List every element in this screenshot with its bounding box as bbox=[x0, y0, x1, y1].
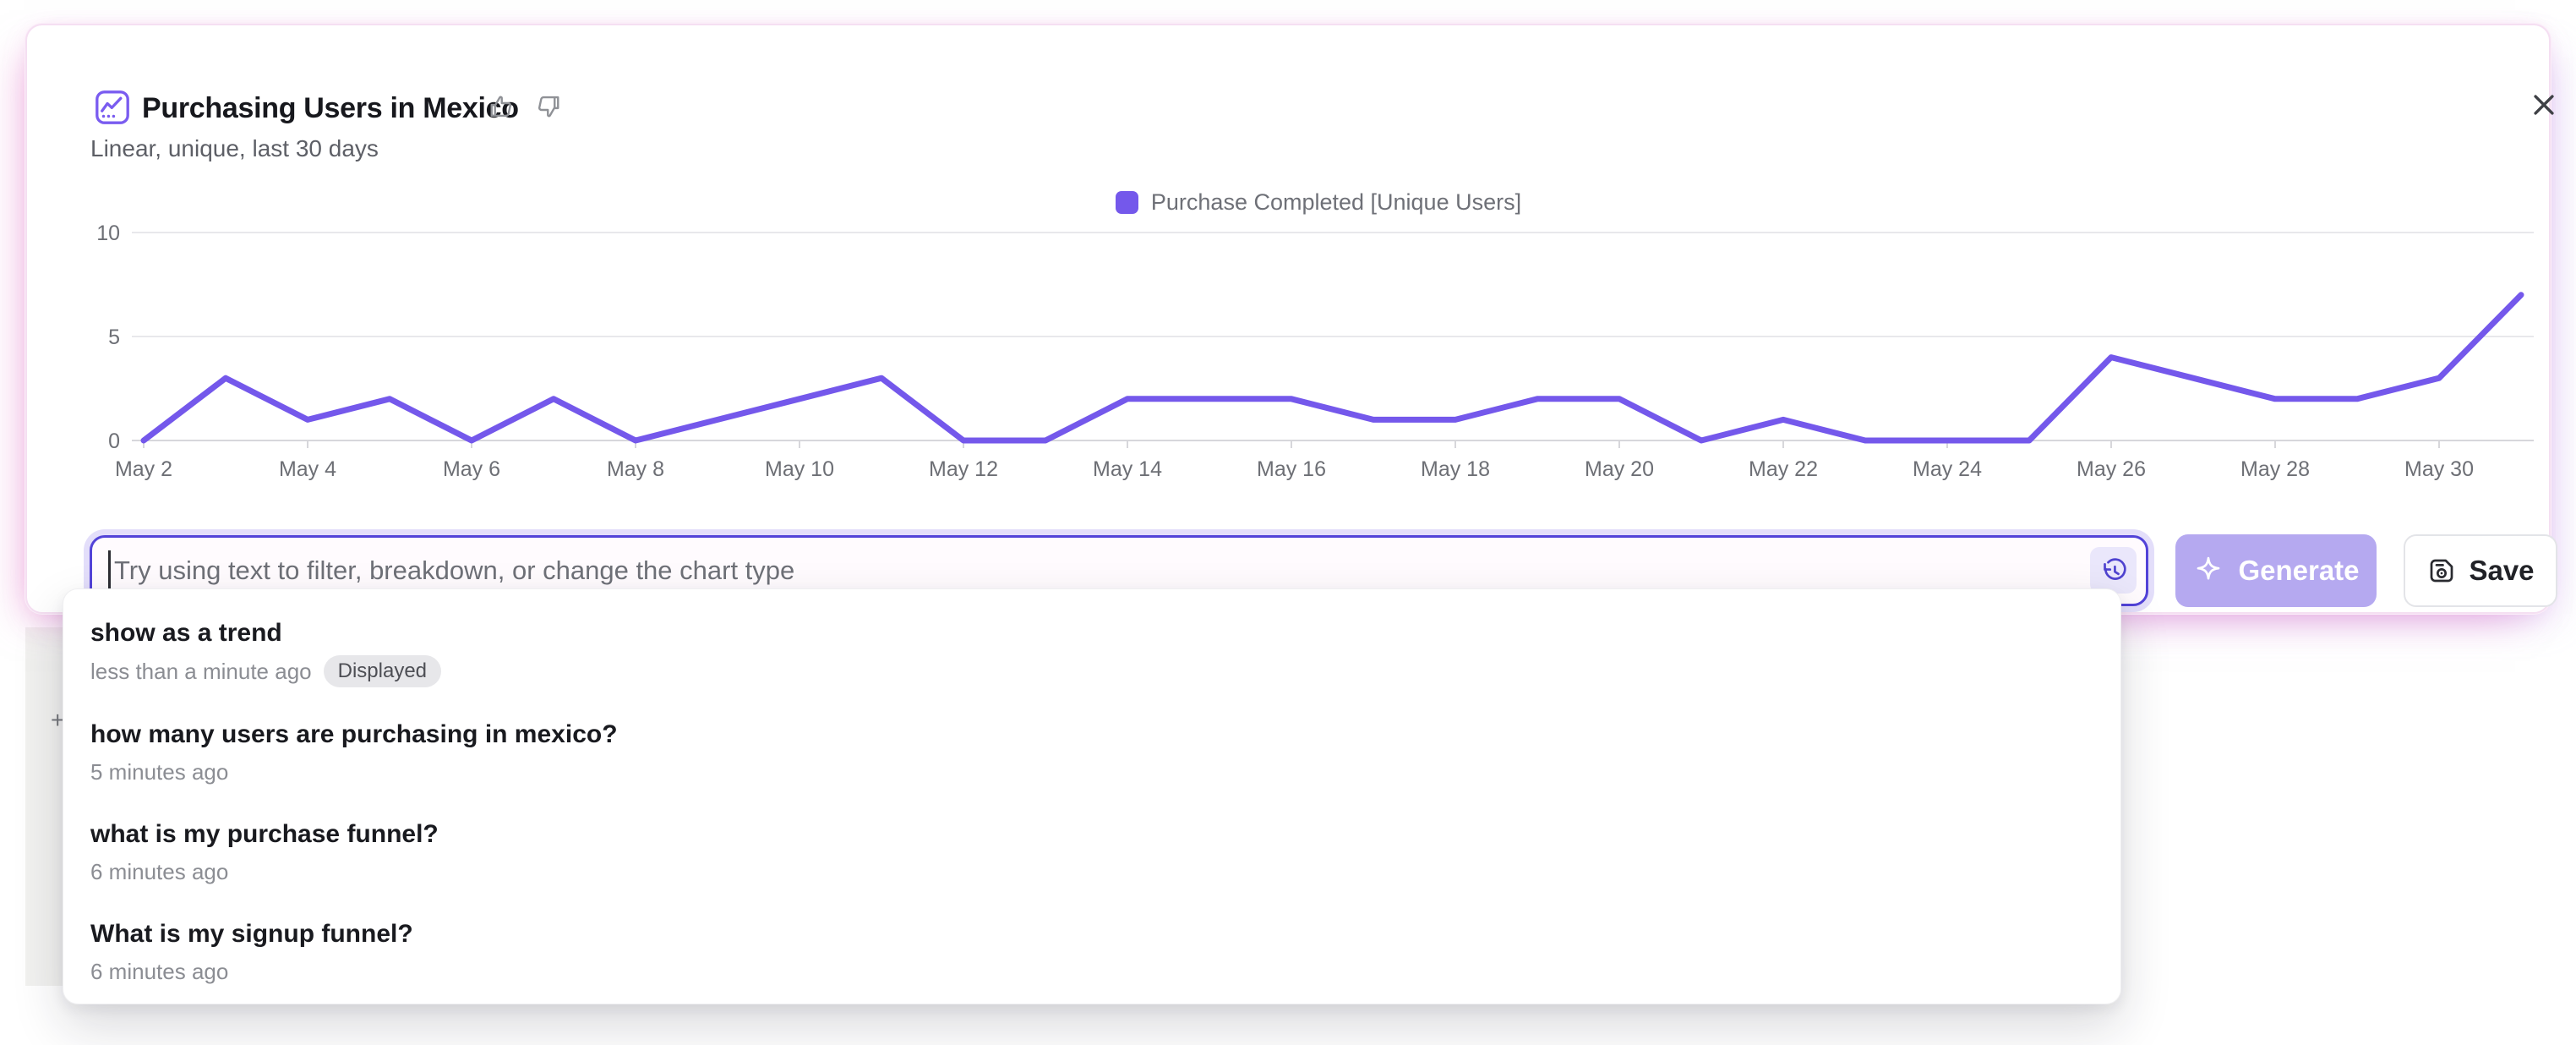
close-icon bbox=[2534, 95, 2554, 115]
svg-text:May 18: May 18 bbox=[1421, 457, 1490, 481]
svg-text:May 20: May 20 bbox=[1585, 457, 1654, 481]
svg-text:May 28: May 28 bbox=[2240, 457, 2310, 481]
thumb-down-icon[interactable] bbox=[534, 93, 561, 120]
svg-text:May 10: May 10 bbox=[765, 457, 834, 481]
svg-text:May 4: May 4 bbox=[279, 457, 336, 481]
svg-text:10: 10 bbox=[96, 222, 120, 245]
history-time: 5 minutes ago bbox=[90, 759, 229, 785]
history-query: What is my signup funnel? bbox=[90, 920, 413, 948]
generate-label: Generate bbox=[2238, 555, 2360, 586]
page-title: Purchasing Users in Mexico bbox=[142, 92, 519, 124]
legend-swatch bbox=[1115, 191, 1138, 214]
feedback-buttons bbox=[488, 93, 561, 120]
history-item[interactable]: how many users are purchasing in mexico?… bbox=[63, 703, 2120, 802]
history-item[interactable]: what is my purchase funnel? 6 minutes ag… bbox=[63, 802, 2120, 902]
history-time: 6 minutes ago bbox=[90, 959, 229, 984]
background-column bbox=[25, 627, 63, 986]
history-time: less than a minute ago bbox=[90, 659, 312, 684]
chart-subtitle: Linear, unique, last 30 days bbox=[90, 135, 379, 161]
save-label: Save bbox=[2469, 555, 2535, 586]
svg-text:0: 0 bbox=[108, 429, 120, 453]
history-time: 6 minutes ago bbox=[90, 859, 229, 884]
line-chart: 0 5 10 May 2 May 4 May 6 May 8 May 10 May 12 May … bbox=[96, 222, 2534, 481]
history-query: what is my purchase funnel? bbox=[90, 820, 439, 848]
save-icon bbox=[2431, 559, 2453, 583]
thumb-up-icon[interactable] bbox=[488, 93, 516, 120]
svg-text:May 24: May 24 bbox=[1913, 457, 1982, 481]
svg-text:May 26: May 26 bbox=[2077, 457, 2146, 481]
close-button[interactable] bbox=[2520, 81, 2568, 129]
svg-text:May 6: May 6 bbox=[443, 457, 500, 481]
chart-line-icon bbox=[96, 90, 129, 124]
history-item[interactable]: What is my signup funnel? 6 minutes ago bbox=[63, 902, 2120, 1002]
svg-text:May 12: May 12 bbox=[929, 457, 998, 481]
history-query: how many users are purchasing in mexico? bbox=[90, 720, 618, 748]
svg-text:May 14: May 14 bbox=[1093, 457, 1162, 481]
svg-text:May 22: May 22 bbox=[1749, 457, 1818, 481]
background-plus-button: + bbox=[51, 707, 65, 733]
history-button[interactable] bbox=[2090, 547, 2137, 594]
svg-text:May 2: May 2 bbox=[115, 457, 172, 481]
history-query: show as a trend bbox=[90, 619, 282, 647]
history-dropdown: show as a trend less than a minute ago D… bbox=[63, 588, 2121, 1004]
legend: Purchase Completed [Unique Users] bbox=[76, 189, 2561, 216]
status-badge: Displayed bbox=[323, 655, 442, 687]
text-caret bbox=[108, 550, 111, 590]
history-icon bbox=[2103, 557, 2126, 580]
ai-chart-panel: Purchasing Users in Mexico Linear, uniqu… bbox=[25, 24, 2557, 614]
svg-text:May 30: May 30 bbox=[2404, 457, 2474, 481]
legend-label: Purchase Completed [Unique Users] bbox=[1150, 189, 1522, 215]
history-item[interactable]: show as a trend less than a minute ago D… bbox=[63, 601, 2120, 703]
save-button[interactable]: Save bbox=[2404, 534, 2557, 607]
sparkle-icon bbox=[2197, 556, 2220, 580]
svg-text:May 8: May 8 bbox=[607, 457, 664, 481]
generate-button[interactable]: Generate bbox=[2175, 534, 2377, 607]
svg-text:5: 5 bbox=[108, 326, 120, 349]
svg-text:May 16: May 16 bbox=[1257, 457, 1326, 481]
